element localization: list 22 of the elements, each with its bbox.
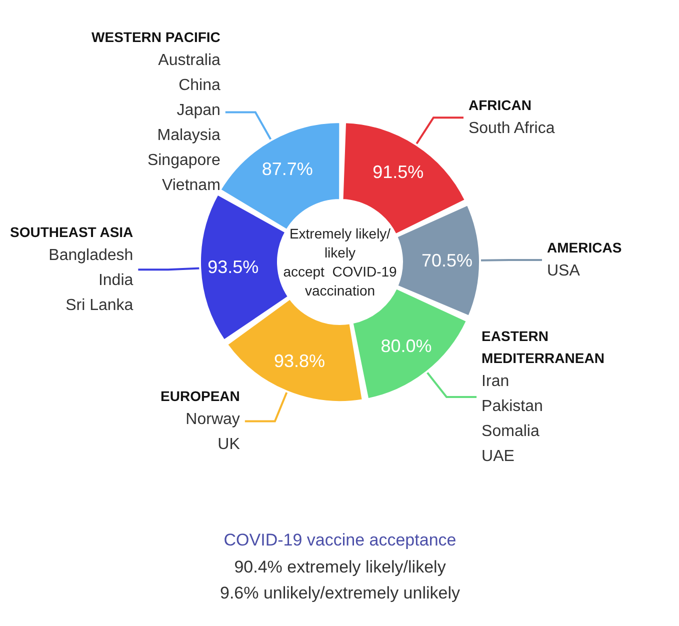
text: Bangladesh India Sri Lanka bbox=[48, 247, 134, 314]
text: Norway UK bbox=[186, 411, 240, 454]
category-label: EASTERN MEDITERRANEAN bbox=[482, 328, 604, 366]
data-label: 70.5% bbox=[421, 250, 473, 271]
text: Iran Pakistan Somalia UAE bbox=[482, 373, 543, 466]
data-label: 93.8% bbox=[274, 351, 326, 372]
data-label: 93.5% bbox=[208, 256, 259, 277]
text: Extremely likely/ likely accept COVID-19 vaccination bbox=[283, 226, 398, 298]
category-label: AMERICAS bbox=[546, 239, 622, 256]
data-label: 87.7% bbox=[262, 158, 313, 179]
category-label: EUROPEAN bbox=[160, 388, 240, 404]
category-label: SOUTHEAST ASIA bbox=[10, 224, 134, 240]
text: Australia China Japan Malaysia Singapore Vietnam bbox=[147, 52, 220, 194]
data-label: 80.0% bbox=[380, 336, 432, 356]
data-label: 91.5% bbox=[372, 162, 424, 182]
text: USA bbox=[546, 262, 580, 280]
text: 9.6% unlikely/extremely unlikely bbox=[220, 584, 460, 602]
category-label: AFRICAN bbox=[468, 97, 532, 114]
text: 90.4% extremely likely/likely bbox=[234, 558, 446, 576]
category-label: WESTERN PACIFIC bbox=[92, 29, 220, 46]
text: COVID-19 vaccine acceptance bbox=[224, 530, 456, 550]
text: South Africa bbox=[468, 120, 555, 138]
